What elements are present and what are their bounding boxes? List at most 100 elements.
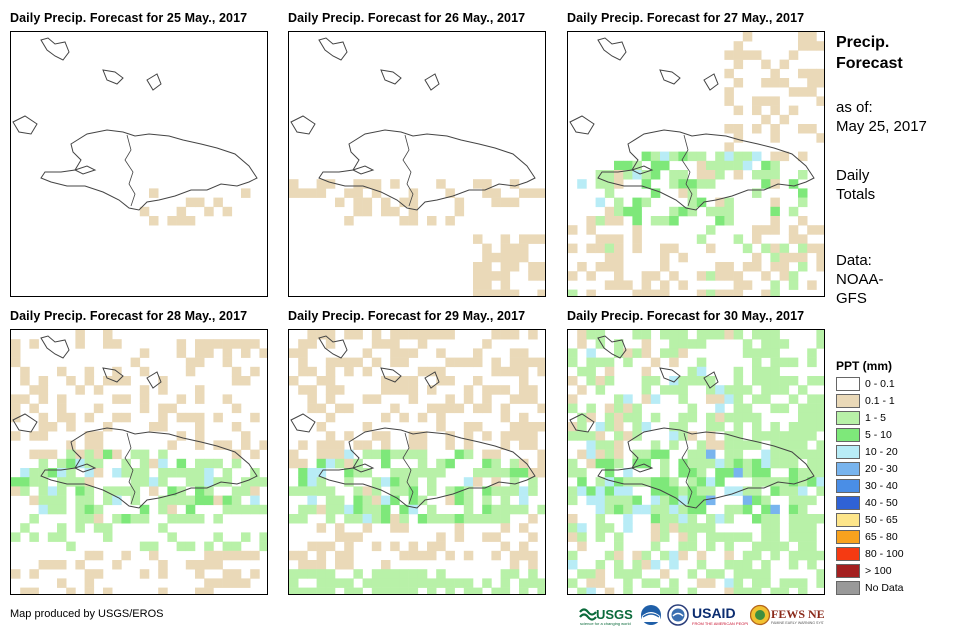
- precip-cell: [167, 504, 177, 515]
- precip-cell: [139, 504, 150, 515]
- precip-cell: [669, 431, 679, 441]
- precip-cell: [325, 486, 336, 496]
- precip-cell: [641, 550, 652, 561]
- precip-cell: [779, 271, 790, 281]
- forecast-map-30-may: [567, 329, 825, 595]
- precip-cell: [568, 550, 578, 561]
- precip-cell: [408, 495, 419, 506]
- precip-cell: [316, 486, 327, 496]
- precip-cell: [770, 403, 780, 414]
- precip-cell: [733, 422, 744, 432]
- precip-cell: [482, 495, 492, 506]
- precip-cell: [335, 504, 345, 515]
- precip-cell: [706, 569, 716, 579]
- precip-cell: [632, 449, 642, 460]
- precip-cell: [669, 514, 679, 524]
- precip-cell: [568, 495, 578, 506]
- precip-cell: [381, 431, 391, 441]
- precip-cell: [724, 486, 734, 496]
- precip-cell: [752, 348, 762, 358]
- precip-cell: [139, 468, 150, 478]
- precip-cell: [195, 587, 205, 594]
- precip-cell: [371, 578, 382, 588]
- precip-cell: [595, 216, 606, 226]
- precip-cell: [519, 188, 529, 198]
- precip-cell: [390, 449, 400, 460]
- precip-cell: [139, 569, 150, 579]
- precip-cell: [807, 477, 817, 487]
- precip-cell: [482, 486, 492, 496]
- precip-cell: [660, 569, 670, 579]
- precip-cell: [614, 422, 624, 432]
- precip-cell: [614, 262, 624, 272]
- precip-cell: [158, 569, 168, 579]
- precip-cell: [195, 486, 205, 496]
- precip-cell: [222, 206, 233, 217]
- precip-cell: [289, 449, 299, 460]
- precip-cell: [798, 578, 808, 588]
- precip-cell: [57, 486, 67, 496]
- precip-cell: [463, 440, 474, 450]
- precip-cell: [29, 339, 39, 349]
- precip-cell: [176, 495, 187, 506]
- precip-cell: [528, 385, 538, 395]
- precip-cell: [473, 587, 483, 594]
- precip-cell: [632, 197, 642, 208]
- precip-cell: [427, 468, 437, 478]
- precip-cell: [770, 96, 780, 106]
- precip-cell: [436, 532, 446, 542]
- precip-cell: [482, 271, 492, 281]
- precip-cell: [454, 495, 465, 506]
- precip-cell: [436, 422, 446, 432]
- precip-cell: [577, 366, 587, 377]
- precip-cell: [798, 523, 808, 533]
- precip-cell: [344, 541, 354, 552]
- precip-cell: [687, 532, 698, 542]
- precip-cell: [519, 376, 529, 386]
- precip-cell: [715, 468, 725, 478]
- precip-cell: [408, 440, 419, 450]
- legend-swatch: [836, 377, 860, 391]
- precip-cell: [149, 541, 159, 552]
- precip-cell: [650, 216, 661, 226]
- precip-cell: [381, 578, 391, 588]
- precip-cell: [614, 243, 624, 254]
- precip-cell: [500, 271, 511, 281]
- precip-cell: [660, 550, 670, 561]
- precip-cell: [752, 578, 762, 588]
- legend-swatch: [836, 462, 860, 476]
- precip-cell: [222, 440, 233, 450]
- precip-cell: [660, 151, 670, 162]
- precip-cell: [231, 422, 242, 432]
- precip-cell: [678, 206, 688, 217]
- precip-cell: [528, 422, 538, 432]
- precip-cell: [66, 587, 76, 594]
- precip-cell: [623, 495, 633, 506]
- precip-cell: [650, 440, 661, 450]
- precip-cell: [715, 330, 725, 340]
- precip-cell: [761, 376, 771, 386]
- precip-cell: [482, 339, 492, 349]
- precip-cell: [519, 252, 529, 263]
- precip-cell: [167, 403, 177, 414]
- precip-cell: [509, 468, 520, 478]
- precip-cell: [298, 188, 308, 198]
- precip-cell: [250, 504, 260, 515]
- forecast-map-28-may: [10, 329, 268, 595]
- precip-cell: [298, 348, 308, 358]
- precip-cell: [788, 532, 799, 542]
- precip-cell: [241, 578, 251, 588]
- precip-cell: [650, 523, 661, 533]
- precip-cell: [807, 32, 817, 42]
- precip-cell: [417, 449, 428, 460]
- precip-cell: [623, 160, 633, 171]
- precip-cell: [344, 366, 354, 377]
- precip-cell: [417, 550, 428, 561]
- precip-cell: [733, 366, 744, 377]
- precip-cell: [298, 504, 308, 515]
- precip-cell: [788, 252, 799, 263]
- precip-cell: [669, 330, 679, 340]
- legend-label: 80 - 100: [865, 548, 904, 560]
- precip-cell: [344, 330, 354, 340]
- precip-cell: [770, 262, 780, 272]
